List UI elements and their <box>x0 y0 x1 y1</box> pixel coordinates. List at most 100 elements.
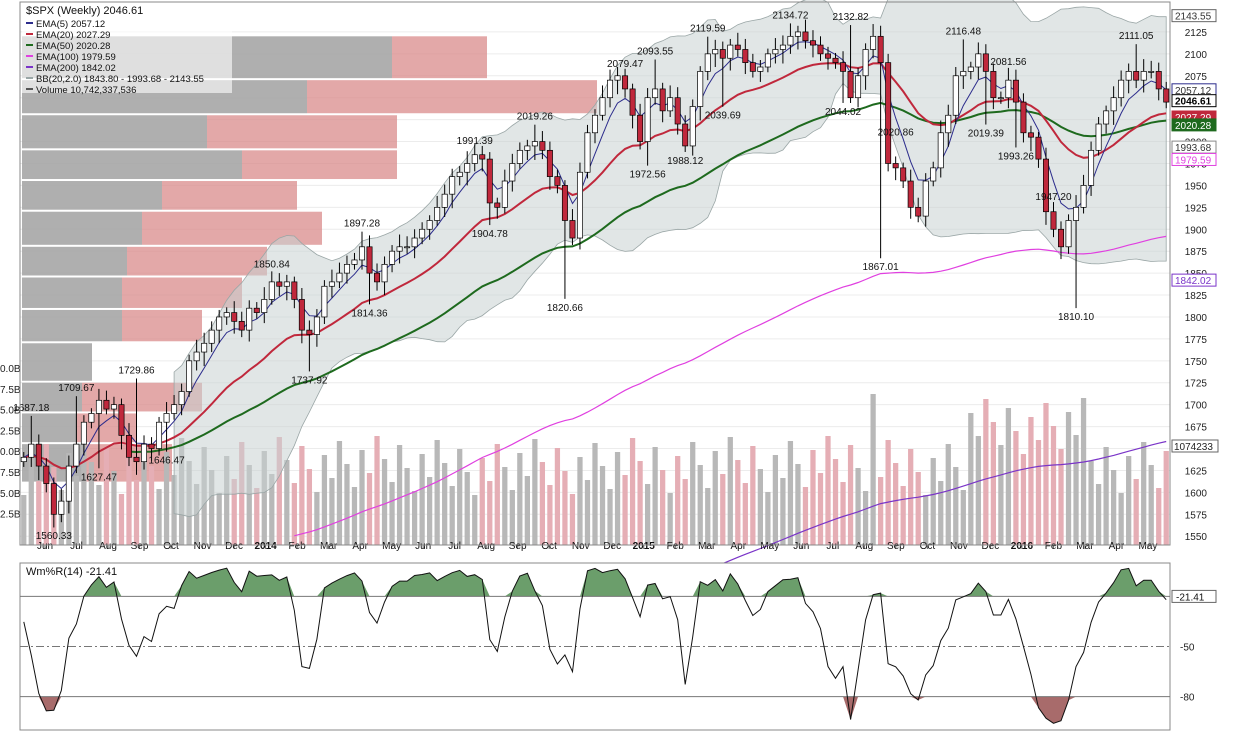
price-annotation: 1729.86 <box>118 365 155 376</box>
price-annotation: 2020.86 <box>878 127 915 138</box>
candle-body <box>133 456 140 463</box>
price-annotation: 2116.48 <box>946 26 982 37</box>
volume-bar <box>968 413 974 545</box>
candle-body <box>283 281 290 287</box>
volume-bar <box>261 451 267 545</box>
x-tick-label: 2014 <box>254 541 277 552</box>
x-tick-label: Apr <box>352 541 368 552</box>
candle-body <box>779 44 786 50</box>
candle-body <box>501 180 508 208</box>
volume-bar <box>629 438 636 545</box>
volume-bar <box>28 458 34 545</box>
candle-body <box>990 71 997 99</box>
volume-bar <box>712 451 718 545</box>
price-annotation: 2019.26 <box>517 112 554 123</box>
candle-body <box>516 149 523 164</box>
candle-body <box>607 79 614 99</box>
volume-bar <box>299 446 305 545</box>
price-annotation: 1646.47 <box>148 456 185 467</box>
candle-body <box>697 71 704 107</box>
price-annotation: 1850.84 <box>254 259 291 270</box>
y-tick-label: 1800 <box>1185 313 1208 324</box>
y-tick-label: 1750 <box>1185 357 1208 368</box>
candle-body <box>592 114 598 134</box>
volume-bar <box>254 488 260 545</box>
volume-bar <box>539 462 546 545</box>
candle-body <box>103 399 110 410</box>
candle-body <box>1073 206 1080 221</box>
volume-bar <box>727 437 733 545</box>
candle-body <box>764 53 771 68</box>
volume-bar <box>772 455 779 545</box>
candle-body <box>945 114 952 134</box>
volume-bar <box>1141 442 1147 545</box>
candle-body <box>614 75 621 81</box>
candle-body <box>141 443 148 463</box>
candle-body <box>1042 158 1049 213</box>
candle-body <box>118 404 125 436</box>
volume-by-price-bar <box>22 277 122 308</box>
candle-body <box>531 141 538 147</box>
volume-bar <box>472 495 478 545</box>
x-tick-label: Oct <box>920 541 936 552</box>
volume-bar <box>930 458 936 545</box>
volume-bar <box>494 444 500 545</box>
price-annotation: 1814.36 <box>351 308 388 319</box>
volume-by-price-bar <box>307 80 597 114</box>
x-tick-label: 2016 <box>1011 541 1034 552</box>
volume-bar <box>1133 479 1139 545</box>
volume-bar <box>592 443 598 545</box>
candle-body <box>411 237 418 248</box>
volume-bar <box>396 445 403 545</box>
volume-bar <box>1020 454 1027 545</box>
volume-bar <box>599 466 606 545</box>
volume-bar <box>923 495 929 545</box>
candle-body <box>554 176 561 186</box>
price-annotation: 1687.18 <box>13 403 50 414</box>
volume-axis-label: 5.0B <box>0 489 21 500</box>
x-tick-label: Sep <box>509 541 527 552</box>
volume-bar <box>893 463 899 545</box>
candle-body <box>186 360 193 392</box>
candle-body <box>328 281 335 287</box>
volume-bar <box>1073 435 1079 545</box>
y-tick-label: 2075 <box>1185 72 1208 83</box>
volume-bar <box>607 489 613 545</box>
candle-body <box>1148 71 1155 73</box>
price-annotation: 2093.55 <box>637 47 674 58</box>
volume-bar <box>584 480 591 545</box>
x-tick-label: Mar <box>1076 541 1094 552</box>
legend-label: EMA(100) 1979.59 <box>36 52 116 63</box>
volume-bar <box>111 471 117 545</box>
candle-body <box>1012 79 1019 103</box>
candle-body <box>163 413 170 423</box>
candle-body <box>1163 88 1170 103</box>
volume-by-price-bar <box>22 150 242 180</box>
candle-body <box>396 246 403 252</box>
price-badge-label: 1993.68 <box>1175 143 1212 154</box>
volume-bar <box>862 491 869 545</box>
volume-bar <box>1028 417 1034 545</box>
candle-body <box>479 154 486 160</box>
price-annotation: 1988.12 <box>667 156 704 167</box>
volume-bar <box>209 470 215 545</box>
candle-body <box>20 456 27 463</box>
candle-body <box>509 163 516 182</box>
candle-body <box>110 404 117 410</box>
price-badge-label: 1842.02 <box>1175 276 1212 287</box>
candle-body <box>1125 71 1132 81</box>
candle-body <box>629 88 636 116</box>
volume-bar <box>720 474 726 545</box>
volume-bar <box>141 443 147 545</box>
volume-bar <box>900 486 906 545</box>
volume-bar <box>802 487 809 545</box>
ema100-line <box>294 235 1167 537</box>
volume-bar <box>487 481 493 545</box>
volume-bar <box>960 490 966 545</box>
volume-by-price-bar <box>22 211 142 245</box>
x-tick-label: Nov <box>950 541 968 552</box>
volume-axis-label: 0.0B <box>0 447 21 458</box>
x-tick-label: Dec <box>225 541 243 552</box>
candle-body <box>734 44 741 50</box>
indicator-title: Wm%R(14) -21.41 <box>26 566 117 578</box>
